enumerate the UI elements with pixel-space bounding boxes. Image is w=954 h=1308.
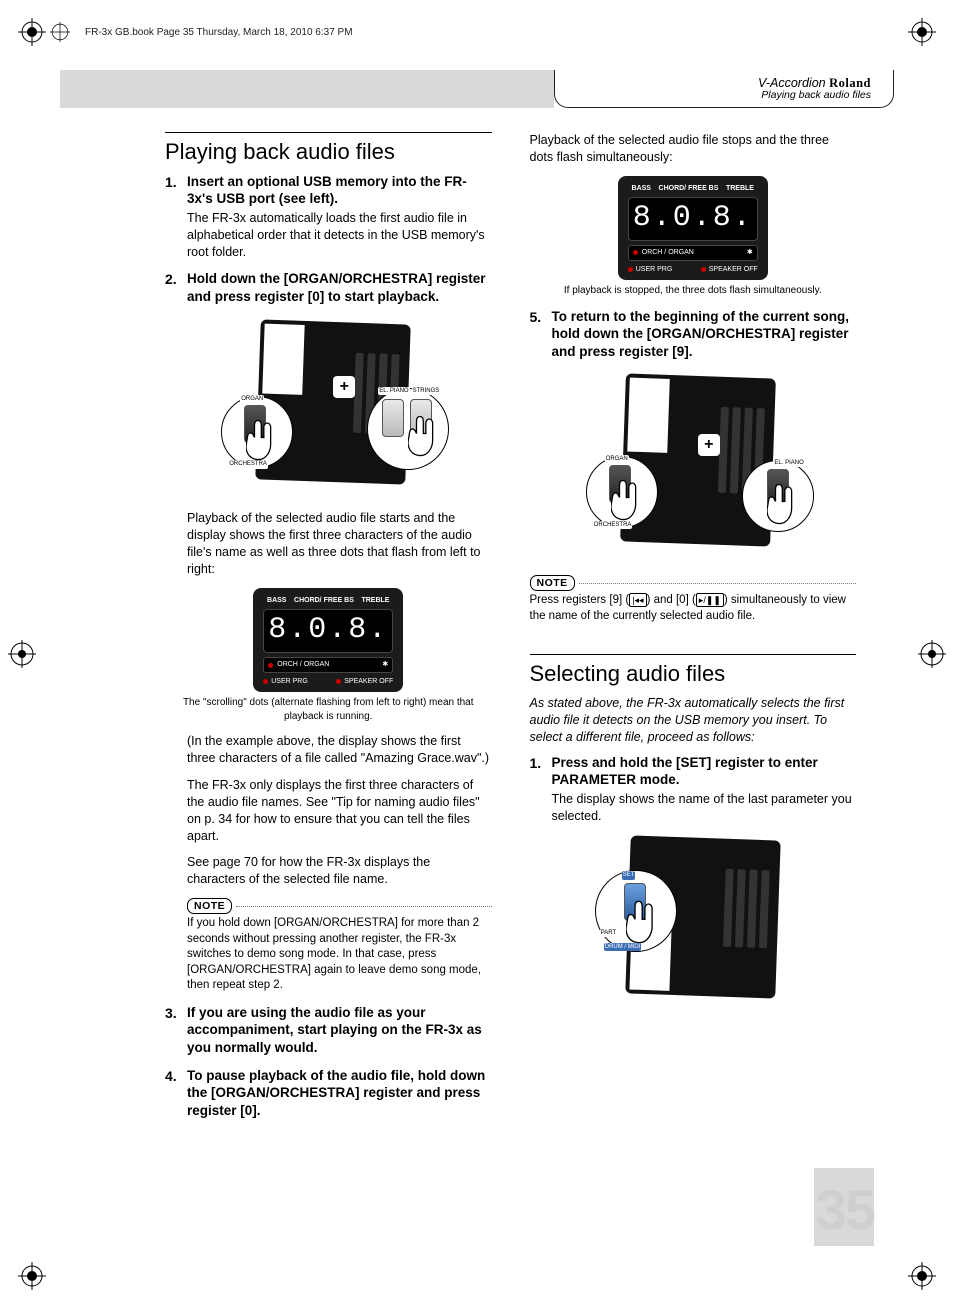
rewind-icon: |◂◂ bbox=[629, 593, 646, 607]
note2-mid: ) and [0] ( bbox=[647, 594, 696, 606]
step-3: If you are using the audio file as your … bbox=[165, 1004, 492, 1057]
fig4-label-organ: ORGAN bbox=[605, 455, 629, 463]
crop-bottom-right bbox=[908, 1262, 936, 1290]
snowflake-icon: ✱ bbox=[382, 660, 388, 669]
step-1-title: Insert an optional USB memory into the F… bbox=[187, 173, 492, 208]
para-tip: The FR-3x only displays the first three … bbox=[165, 777, 492, 845]
disp-orch: ORCH / ORGAN bbox=[277, 660, 329, 669]
section-selecting: Selecting audio files bbox=[530, 654, 857, 689]
step-3-title: If you are using the audio file as your … bbox=[187, 1004, 492, 1057]
steps-list-3: Press and hold the [SET] register to ent… bbox=[530, 754, 857, 825]
disp2-label-chord: CHORD/ FREE BS bbox=[659, 184, 719, 193]
figure-display-stopped: BASS CHORD/ FREE BS TREBLE 8.0.8. ORCH /… bbox=[530, 176, 857, 298]
step-1b: Press and hold the [SET] register to ent… bbox=[530, 754, 857, 825]
brand-name: Roland bbox=[829, 76, 871, 90]
figure-display-playing: BASS CHORD/ FREE BS TREBLE 8.0.8. ORCH /… bbox=[165, 588, 492, 723]
disp-user: USER PRG bbox=[271, 677, 308, 686]
fig4-label-orchestra: ORCHESTRA bbox=[593, 521, 633, 529]
header-band: V-Accordion Roland Playing back audio fi… bbox=[60, 70, 894, 108]
steps-list-1: Insert an optional USB memory into the F… bbox=[165, 173, 492, 306]
header-right-box: V-Accordion Roland Playing back audio fi… bbox=[554, 70, 894, 108]
label-orchestra: ORCHESTRA bbox=[228, 460, 268, 468]
note-1-text: If you hold down [ORGAN/ORCHESTRA] for m… bbox=[187, 916, 492, 994]
label-strings: STRINGS bbox=[412, 387, 441, 395]
step-5-title: To return to the beginning of the curren… bbox=[552, 308, 857, 361]
page-number: 35 bbox=[816, 1177, 874, 1242]
note-label-1: NOTE bbox=[187, 898, 232, 914]
reg-mark-right bbox=[918, 640, 946, 668]
step-4-title: To pause playback of the audio file, hol… bbox=[187, 1067, 492, 1120]
plus-icon: + bbox=[333, 376, 355, 398]
figure-set-register: SET PART DRUM / MIDI bbox=[530, 834, 857, 1009]
brand-prefix: V-Accordion bbox=[758, 76, 826, 90]
step-1: Insert an optional USB memory into the F… bbox=[165, 173, 492, 261]
display-text-1: 8.0.8. bbox=[263, 609, 393, 653]
after-fig1-text: Playback of the selected audio file star… bbox=[165, 510, 492, 578]
header-gray-bar bbox=[60, 70, 554, 108]
fig2-caption: The "scrolling" dots (alternate flashing… bbox=[165, 696, 492, 723]
disp2-label-bass: BASS bbox=[632, 184, 651, 193]
disp-speaker: SPEAKER OFF bbox=[344, 677, 393, 686]
step-1b-body: The display shows the name of the last p… bbox=[552, 791, 857, 825]
display-text-2: 8.0.8. bbox=[628, 197, 758, 241]
step-1-body: The FR-3x automatically loads the first … bbox=[187, 210, 492, 261]
right-column: Playback of the selected audio file stop… bbox=[530, 132, 857, 1188]
disp-label-bass: BASS bbox=[267, 596, 286, 605]
figure-register-press-0: + ORGAN ORCHESTRA EL. PIANO STRINGS bbox=[165, 316, 492, 501]
crop-top-right bbox=[908, 18, 936, 46]
para-see70: See page 70 for how the FR-3x displays t… bbox=[165, 854, 492, 888]
label-organ: ORGAN bbox=[240, 395, 264, 403]
plus-icon-2: + bbox=[698, 434, 720, 456]
fig3-caption: If playback is stopped, the three dots f… bbox=[530, 284, 857, 298]
fig5-label-part: PART bbox=[600, 929, 617, 937]
fig4-label-elpiano: EL. PIANO bbox=[773, 459, 804, 467]
disp-label-chord: CHORD/ FREE BS bbox=[294, 596, 354, 605]
fig5-label-drum: DRUM / MIDI bbox=[604, 943, 642, 951]
section-playing-back: Playing back audio files bbox=[165, 132, 492, 167]
disp2-speaker: SPEAKER OFF bbox=[709, 265, 758, 274]
note-2-text: Press registers [9] (|◂◂) and [0] (▸/❚❚)… bbox=[530, 593, 857, 624]
disp2-user: USER PRG bbox=[636, 265, 673, 274]
figure-register-press-9: + ORGAN ORCHESTRA EL. PIANO bbox=[530, 370, 857, 565]
steps-list-2: To return to the beginning of the curren… bbox=[530, 308, 857, 361]
step-2-title: Hold down the [ORGAN/ORCHESTRA] register… bbox=[187, 270, 492, 305]
para-example: (In the example above, the display shows… bbox=[165, 733, 492, 767]
step-1b-title: Press and hold the [SET] register to ent… bbox=[552, 754, 857, 789]
snowflake-icon-2: ✱ bbox=[747, 248, 753, 257]
step-2: Hold down the [ORGAN/ORCHESTRA] register… bbox=[165, 270, 492, 305]
disp2-label-treble: TREBLE bbox=[726, 184, 754, 193]
fig5-label-set: SET bbox=[622, 871, 636, 879]
note-label-2: NOTE bbox=[530, 575, 575, 591]
note2-pre: Press registers [9] ( bbox=[530, 594, 630, 606]
right-intro: Playback of the selected audio file stop… bbox=[530, 132, 857, 166]
step-4: To pause playback of the audio file, hol… bbox=[165, 1067, 492, 1120]
left-column: Playing back audio files Insert an optio… bbox=[165, 132, 492, 1188]
page-header-meta: FR-3x GB.book Page 35 Thursday, March 18… bbox=[85, 27, 353, 38]
play-pause-icon: ▸/❚❚ bbox=[696, 593, 724, 607]
reg-mark-top bbox=[50, 22, 70, 42]
reg-mark-left bbox=[8, 640, 36, 668]
disp-label-treble: TREBLE bbox=[361, 596, 389, 605]
crop-bottom-left bbox=[18, 1262, 46, 1290]
step-5: To return to the beginning of the curren… bbox=[530, 308, 857, 361]
header-subtitle: Playing back audio files bbox=[565, 89, 871, 101]
disp2-orch: ORCH / ORGAN bbox=[642, 248, 694, 257]
steps-list-1b: If you are using the audio file as your … bbox=[165, 1004, 492, 1119]
label-elpiano: EL. PIANO bbox=[378, 387, 409, 395]
crop-top-left bbox=[18, 18, 46, 46]
section2-intro: As stated above, the FR-3x automatically… bbox=[530, 695, 857, 746]
